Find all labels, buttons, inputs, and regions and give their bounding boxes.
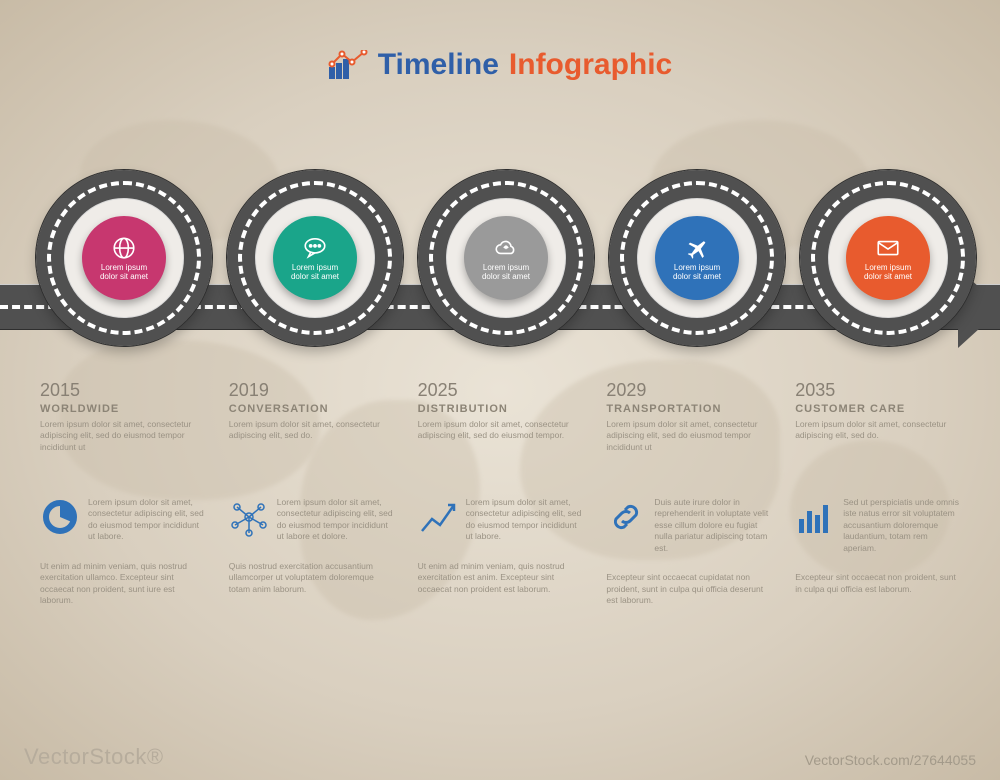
step-desc-2: Lorem ipsum dolor sit amet, consectetur … (466, 497, 583, 543)
step-badge-label: Lorem ipsumdolor sit amet (96, 264, 152, 282)
step-desc-3: Excepteur sint occaecat cupidatat non pr… (606, 572, 771, 606)
step-desc-1: Lorem ipsum dolor sit amet, consectetur … (795, 419, 960, 467)
column-3: 2025DISTRIBUTIONLorem ipsum dolor sit am… (418, 380, 583, 607)
mail-icon (875, 235, 901, 261)
column-2: 2019CONVERSATIONLorem ipsum dolor sit am… (229, 380, 394, 607)
chart-logo-icon (328, 50, 368, 80)
growth-icon (418, 497, 458, 537)
step-badge-3: Lorem ipsumdolor sit amet (464, 216, 548, 300)
step-desc-2: Duis aute irure dolor in reprehenderit i… (654, 497, 771, 554)
text-columns: 2015WORLDWIDELorem ipsum dolor sit amet,… (40, 380, 960, 607)
step-desc-2: Sed ut perspiciatis unde omnis iste natu… (843, 497, 960, 554)
globe-icon (111, 235, 137, 261)
network-icon (229, 497, 269, 537)
step-desc-1: Lorem ipsum dolor sit amet, consectetur … (606, 419, 771, 467)
step-desc-3: Ut enim ad minim veniam, quis nostrud ex… (418, 561, 583, 595)
watermark: VectorStock® (24, 744, 164, 770)
step-badge-label: Lorem ipsumdolor sit amet (287, 264, 343, 282)
title-word-2: Infographic (509, 48, 672, 82)
step-badge-2: Lorem ipsumdolor sit amet (273, 216, 357, 300)
road-loop-2: Lorem ipsumdolor sit amet (227, 170, 403, 346)
page-header: Timeline Infographic (0, 48, 1000, 85)
image-number: VectorStock.com/27644055 (805, 752, 976, 768)
road-loops: Lorem ipsumdolor sit amet Lorem ipsumdolo… (0, 170, 1000, 390)
cloud-icon (493, 235, 519, 261)
step-title: TRANSPORTATION (606, 403, 771, 415)
road-loop-5: Lorem ipsumdolor sit amet (800, 170, 976, 346)
column-1: 2015WORLDWIDELorem ipsum dolor sit amet,… (40, 380, 205, 607)
step-title: WORLDWIDE (40, 403, 205, 415)
step-desc-2: Lorem ipsum dolor sit amet, consectetur … (277, 497, 394, 543)
step-badge-label: Lorem ipsumdolor sit amet (669, 264, 725, 282)
column-4: 2029TRANSPORTATIONLorem ipsum dolor sit … (606, 380, 771, 607)
step-desc-2: Lorem ipsum dolor sit amet, consectetur … (88, 497, 205, 543)
plane-icon (684, 235, 710, 261)
road-loop-4: Lorem ipsumdolor sit amet (609, 170, 785, 346)
chat-icon (302, 235, 328, 261)
step-badge-label: Lorem ipsumdolor sit amet (860, 264, 916, 282)
road-loop-1: Lorem ipsumdolor sit amet (36, 170, 212, 346)
title-word-1: Timeline (378, 48, 499, 82)
step-badge-4: Lorem ipsumdolor sit amet (655, 216, 739, 300)
step-desc-1: Lorem ipsum dolor sit amet, consectetur … (229, 419, 394, 467)
step-desc-1: Lorem ipsum dolor sit amet, consectetur … (40, 419, 205, 467)
step-badge-label: Lorem ipsumdolor sit amet (478, 264, 534, 282)
road-loop-3: Lorem ipsumdolor sit amet (418, 170, 594, 346)
column-5: 2035CUSTOMER CARELorem ipsum dolor sit a… (795, 380, 960, 607)
step-title: DISTRIBUTION (418, 403, 583, 415)
step-badge-5: Lorem ipsumdolor sit amet (846, 216, 930, 300)
step-desc-3: Excepteur sint occaecat non proident, su… (795, 572, 960, 595)
step-desc-1: Lorem ipsum dolor sit amet, consectetur … (418, 419, 583, 467)
pie-icon (40, 497, 80, 537)
step-desc-3: Ut enim ad minim veniam, quis nostrud ex… (40, 561, 205, 607)
step-badge-1: Lorem ipsumdolor sit amet (82, 216, 166, 300)
step-title: CONVERSATION (229, 403, 394, 415)
step-desc-3: Quis nostrud exercitation accusantium ul… (229, 561, 394, 595)
bars-icon (795, 497, 835, 537)
link-icon (606, 497, 646, 537)
step-title: CUSTOMER CARE (795, 403, 960, 415)
